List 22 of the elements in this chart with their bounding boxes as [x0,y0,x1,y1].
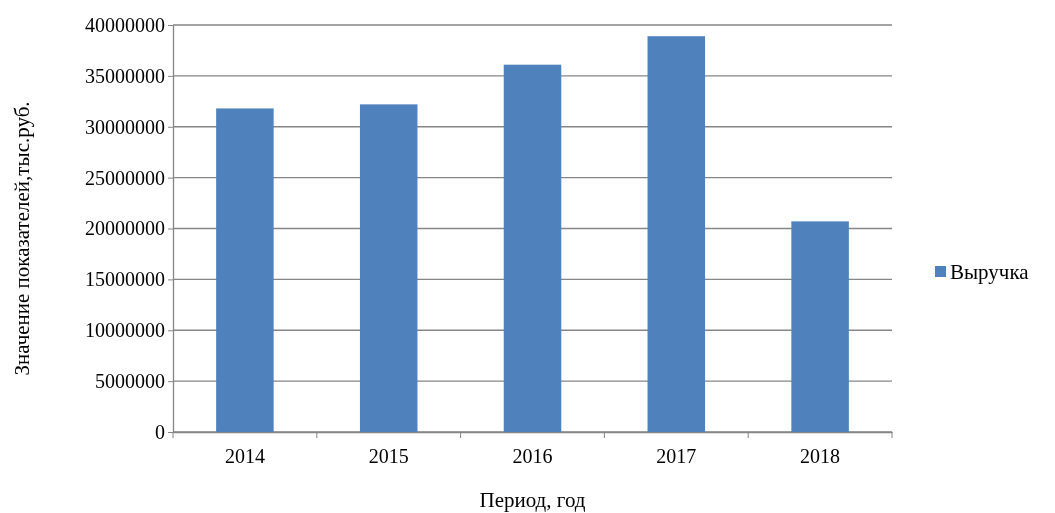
y-tick-label: 10000000 [85,319,165,342]
legend-label: Выручка [950,260,1030,284]
y-tick-label: 40000000 [85,13,165,36]
x-tick-label: 2015 [368,445,409,467]
bar [503,64,562,432]
y-tick-label: 15000000 [85,268,165,291]
y-tick-label: 25000000 [85,166,165,189]
bar [647,36,706,432]
bar [359,104,418,432]
x-tick-label: 2016 [512,445,553,467]
x-tick-label: 2018 [800,445,841,467]
x-axis-title: Период, год [479,488,586,512]
y-tick-label: 5000000 [95,370,165,393]
y-tick-label: 30000000 [85,115,165,138]
y-axis-title: Значение показателей,тыс.руб. [10,101,34,376]
bar [791,221,849,432]
x-tick-label: 2014 [224,445,265,467]
y-tick-label: 20000000 [85,217,165,240]
bar [216,108,274,432]
y-tick-label: 35000000 [85,64,165,87]
x-tick-label: 2017 [656,445,697,467]
y-tick-label: 0 [155,420,165,443]
